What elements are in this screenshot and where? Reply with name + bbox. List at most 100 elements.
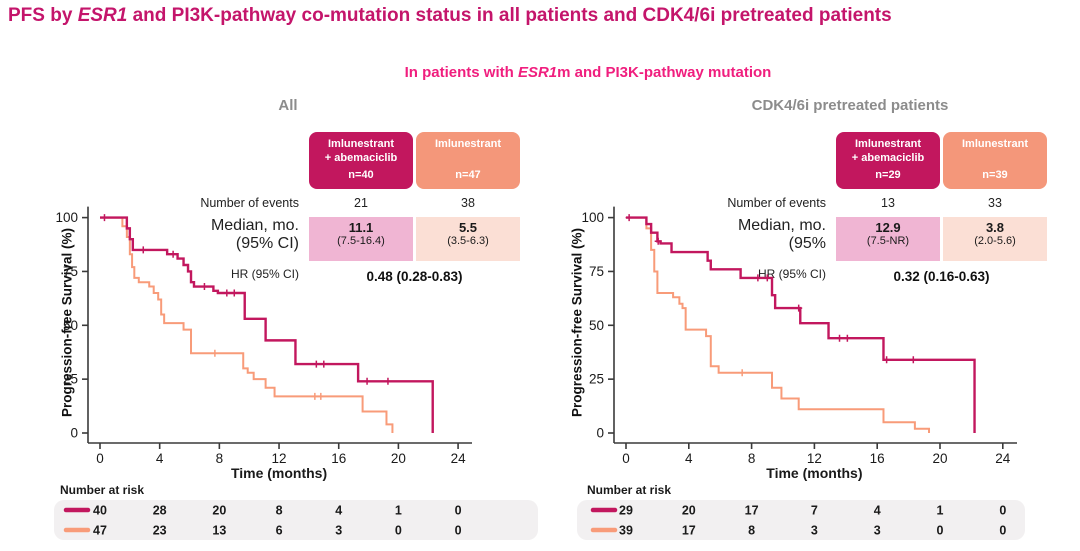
risk-count: 0 [395, 524, 402, 538]
hr-value: 0.48 (0.28-0.83) [366, 269, 463, 284]
x-tick-label: 24 [995, 451, 1011, 466]
x-axis-label: Time (months) [231, 465, 327, 481]
arm-name-line2: + abemaciclib [851, 151, 925, 164]
spacer [685, 132, 833, 189]
risk-count: 7 [811, 504, 818, 518]
risk-count: 3 [874, 524, 881, 538]
risk-count: 1 [395, 504, 402, 518]
stats-table-all: Imlunestrant + abemaciclib n=40 Imlunest… [158, 132, 524, 289]
censor-marks [738, 369, 746, 377]
risk-count: 40 [93, 504, 107, 518]
x-tick-label: 4 [685, 451, 693, 466]
spacer [158, 132, 306, 189]
y-tick-label: 75 [589, 264, 604, 279]
median-cell-arm1: 11.1 (7.5-16.4) [309, 217, 413, 261]
arm-header-imlunestrant: Imlunestrant n=47 [416, 132, 520, 189]
median-row-label: Median, mo. (95% CI) [158, 217, 306, 261]
median-ci: (7.5-NR) [866, 235, 910, 247]
number-at-risk-header: Number at risk [60, 483, 144, 497]
figure-title: PFS by ESR1 and PI3K-pathway co-mutation… [8, 5, 892, 26]
median-value: 3.8 [985, 220, 1005, 235]
arm-name: Imlunestrant [327, 138, 394, 150]
median-ci: (7.5-16.4) [337, 235, 385, 247]
x-tick-label: 16 [870, 451, 885, 466]
arm-header-imlunestrant-abemaciclib: Imlunestrant + abemaciclib n=40 [309, 132, 413, 189]
median-ci: (2.0-5.6) [974, 235, 1016, 247]
y-tick-label: 75 [63, 264, 78, 279]
risk-count: 0 [999, 504, 1006, 518]
risk-count: 1 [937, 504, 944, 518]
km-curve-imlunestrant [626, 216, 931, 433]
hr-value: 0.32 (0.16-0.63) [893, 269, 990, 284]
median-cell-arm1: 12.9 (7.5-NR) [836, 217, 940, 261]
risk-count: 47 [93, 524, 107, 538]
median-ci: (3.5-6.3) [447, 235, 489, 247]
events-value-arm1: 21 [354, 196, 368, 210]
panel-title-all: All [278, 97, 298, 114]
x-axis-label: Time (months) [766, 465, 862, 481]
y-tick-label: 100 [55, 210, 78, 225]
events-row-label: Number of events [200, 196, 299, 210]
panel-title-cdk46i: CDK4/6i pretreated patients [751, 97, 949, 114]
risk-count: 0 [999, 524, 1006, 538]
risk-count: 23 [153, 524, 167, 538]
figure-title-italic: ESR1 [77, 5, 128, 26]
arm-name: Imlunestrant [854, 138, 921, 150]
x-tick-label: 12 [807, 451, 822, 466]
risk-count: 28 [153, 504, 167, 518]
x-tick-label: 20 [932, 451, 947, 466]
arm-n: n=47 [455, 169, 481, 182]
figure-subtitle: In patients with ESR1m and PI3K-pathway … [404, 64, 772, 81]
y-tick-label: 100 [581, 210, 604, 225]
median-label-line2: (95% CI) [235, 235, 299, 252]
arm-n: n=40 [348, 169, 374, 182]
km-curve-imlunestrant [100, 216, 394, 433]
median-value: 11.1 [348, 220, 374, 235]
y-tick-label: 0 [70, 426, 78, 441]
x-tick-label: 0 [622, 451, 630, 466]
km-curve-imlunestrant-abemaciclib [100, 216, 434, 433]
y-tick-label: 25 [589, 372, 604, 387]
risk-count: 17 [682, 524, 696, 538]
figure-subtitle-italic: ESR1 [517, 64, 558, 81]
risk-count: 17 [745, 504, 759, 518]
median-cell-arm2: 3.8 (2.0-5.6) [943, 217, 1047, 261]
median-label-line1: Median, mo. [210, 217, 299, 234]
censor-marks [211, 349, 325, 400]
x-tick-label: 20 [391, 451, 406, 466]
stats-table-cdk46i: Imlunestrant + abemaciclib n=29 Imlunest… [685, 132, 1051, 289]
risk-count: 13 [212, 524, 226, 538]
risk-count: 3 [335, 524, 342, 538]
km-plot-cdk46i: 0 25 50 75 100 0 4 8 12 16 20 24 Time (months) Number… [577, 206, 1025, 540]
arm-n: n=39 [982, 169, 1008, 182]
risk-count: 4 [874, 504, 881, 518]
y-tick-label: 50 [589, 318, 604, 333]
number-at-risk-header: Number at risk [587, 483, 671, 497]
x-tick-label: 8 [748, 451, 756, 466]
arm-header-imlunestrant: Imlunestrant n=39 [943, 132, 1047, 189]
risk-count: 0 [455, 524, 462, 538]
arm-header-imlunestrant-abemaciclib: Imlunestrant + abemaciclib n=29 [836, 132, 940, 189]
risk-count: 39 [619, 524, 633, 538]
arm-name: Imlunestrant [434, 138, 501, 150]
median-row-label: Median, mo. (95% [685, 217, 833, 261]
y-tick-label: 25 [63, 372, 78, 387]
x-tick-label: 8 [216, 451, 224, 466]
x-tick-label: 24 [451, 451, 467, 466]
x-tick-label: 16 [331, 451, 346, 466]
events-value-arm1: 13 [881, 196, 895, 210]
x-tick-label: 0 [96, 451, 104, 466]
median-cell-arm2: 5.5 (3.5-6.3) [416, 217, 520, 261]
y-tick-label: 50 [63, 318, 78, 333]
risk-count: 0 [455, 504, 462, 518]
median-value: 12.9 [875, 220, 901, 235]
risk-count: 29 [619, 504, 633, 518]
risk-count: 6 [276, 524, 283, 538]
number-at-risk-background [54, 500, 538, 540]
events-row-label: Number of events [727, 196, 826, 210]
censor-marks [100, 214, 392, 385]
median-label-line1: Median, mo. [737, 217, 826, 234]
median-label-line2: (95% [788, 235, 826, 252]
risk-count: 8 [748, 524, 755, 538]
